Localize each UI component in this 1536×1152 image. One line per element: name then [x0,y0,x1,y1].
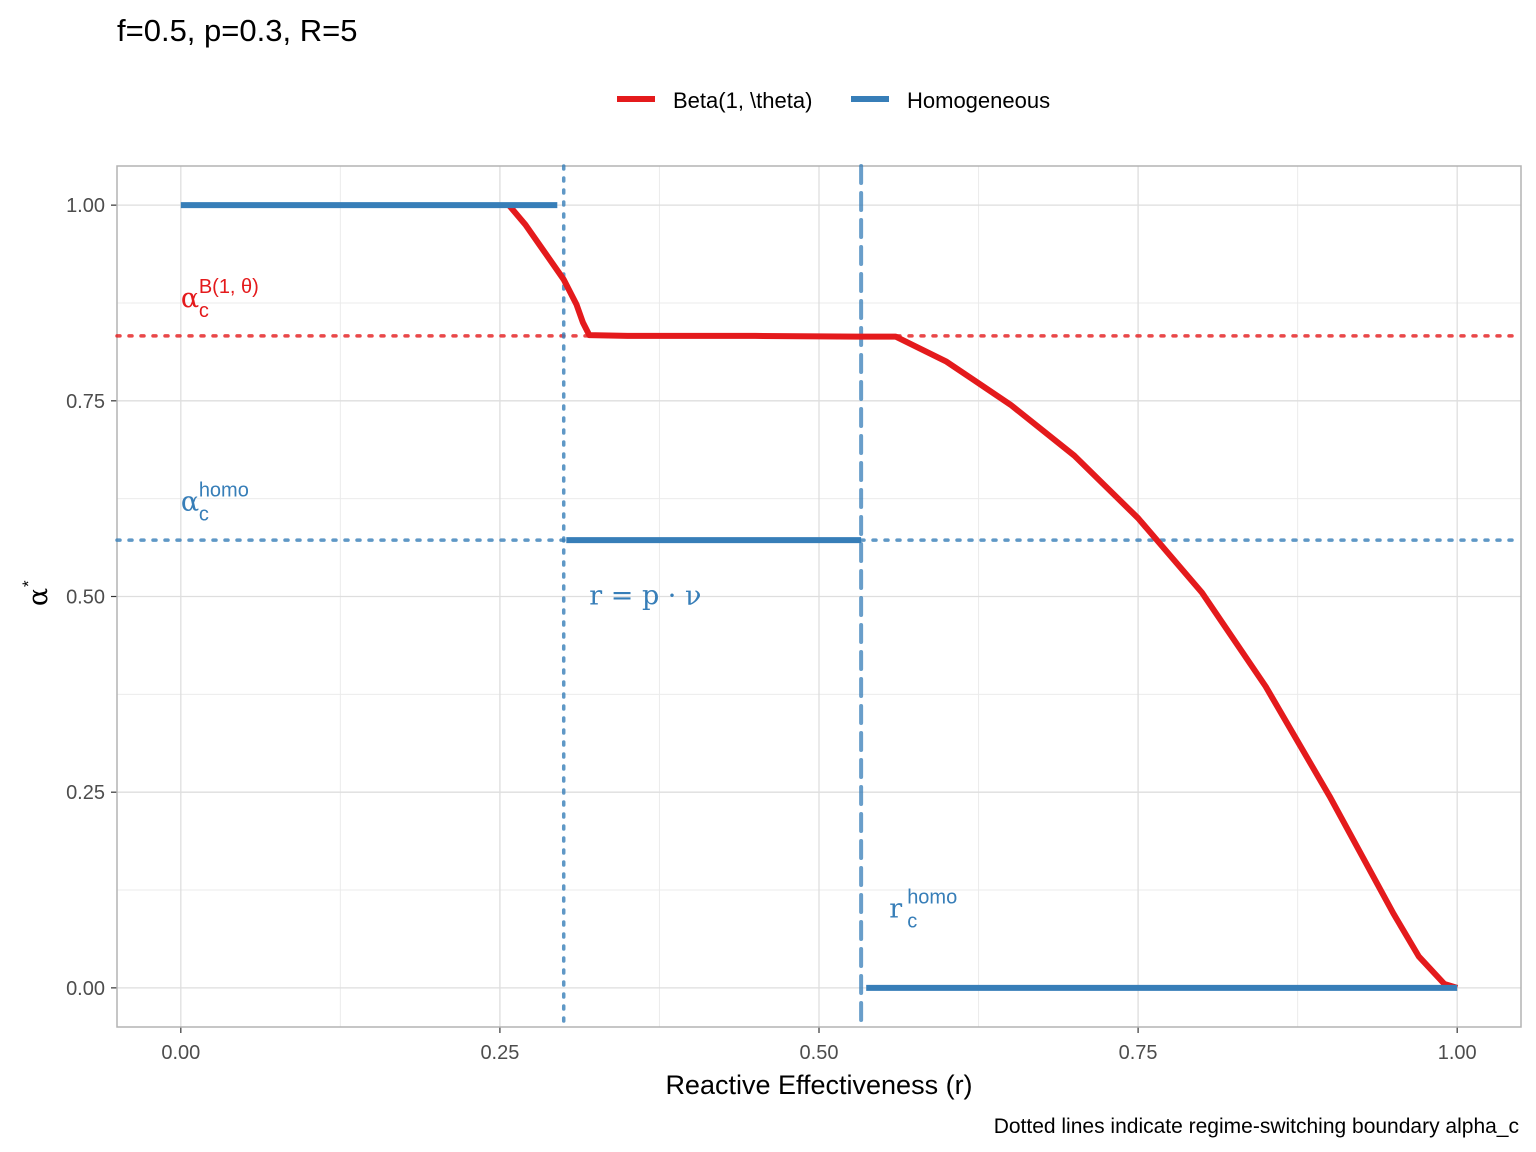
annotation-label: r = p · ν [589,580,701,611]
legend-label-1: Homogeneous [907,88,1050,113]
y-tick-label: 0.00 [66,978,105,1000]
annotation-superscript: homo [199,479,249,501]
x-axis-title: Reactive Effectiveness (r) [665,1070,972,1100]
legend: Beta(1, \theta) Homogeneous [617,88,1050,113]
caption: Dotted lines indicate regime-switching b… [994,1115,1519,1138]
y-axis-title-superscript: * [19,580,38,587]
annotation-base: α [181,283,199,314]
annotation-superscript: homo [907,886,957,908]
y-tick-label: 0.75 [66,391,105,413]
x-tick-label: 1.00 [1438,1042,1477,1064]
y-axis-title-symbol: α [23,588,54,606]
x-tick-label: 0.00 [161,1042,200,1064]
chart-title: f=0.5, p=0.3, R=5 [117,13,357,48]
annotation-superscript: B(1, θ) [199,276,259,298]
y-tick-label: 0.50 [66,587,105,609]
x-tick-label: 0.75 [1119,1042,1158,1064]
plot-panel: 0.00 0.25 0.50 0.75 1.00 0.00 0.25 0.50 0.75 1.00… [66,164,1523,1064]
y-tick-label: 0.25 [66,782,105,804]
annotation-subscript: c [199,300,209,322]
legend-label-0: Beta(1, \theta) [673,88,812,113]
y-tick-label: 1.00 [66,195,105,217]
annotation-subscript: c [907,910,917,932]
panel-border [116,165,1522,1028]
x-tick-label: 0.25 [480,1042,519,1064]
annotation-label: α cB(1, θ) [181,276,259,322]
y-axis-title: α * [19,580,54,606]
annotation-base: α [181,486,199,517]
annotation-subscript: c [199,503,209,525]
annotation-base: r = p · ν [589,580,701,611]
annotation-base: r [889,893,902,924]
series-line-beta [506,203,1459,991]
x-tick-label: 0.50 [800,1042,839,1064]
